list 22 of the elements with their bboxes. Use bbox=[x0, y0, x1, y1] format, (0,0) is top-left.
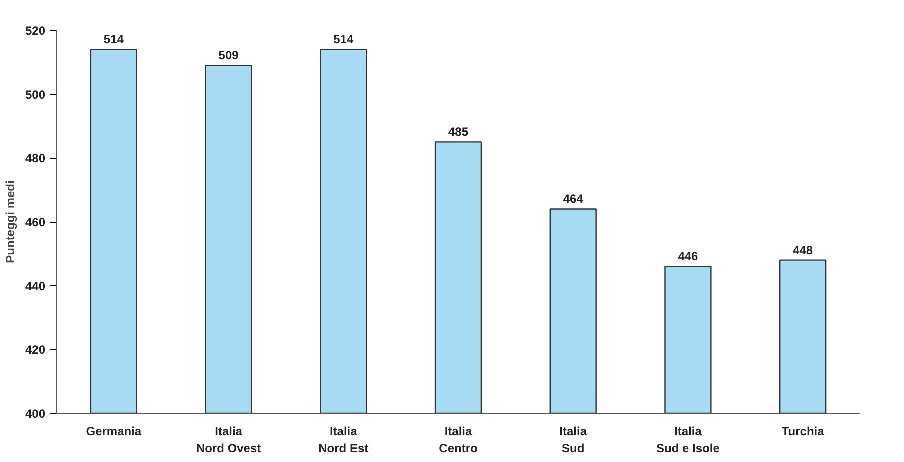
x-tick-label: Turchia bbox=[782, 424, 825, 438]
data-label: 448 bbox=[793, 243, 814, 258]
y-tick-label: 480 bbox=[25, 152, 46, 166]
data-label: 485 bbox=[448, 125, 469, 140]
y-tick-label: 440 bbox=[25, 279, 46, 294]
x-tick-label: Italia Sud e Isole bbox=[656, 424, 720, 456]
data-label: 514 bbox=[334, 32, 354, 47]
x-tick-label: Italia Centro bbox=[439, 424, 478, 456]
y-tick-label: 460 bbox=[25, 216, 46, 230]
data-label: 509 bbox=[218, 48, 240, 63]
x-tick-label: Italia Sud bbox=[560, 424, 588, 456]
y-tick-label: 520 bbox=[25, 24, 46, 38]
y-tick-label: 500 bbox=[25, 88, 46, 102]
y-axis-title: Punteggi medi bbox=[3, 180, 18, 264]
x-tick-label: Germania bbox=[86, 424, 142, 438]
x-tick-label: Italia Nord Est bbox=[318, 424, 369, 456]
data-label: 446 bbox=[678, 250, 699, 264]
y-tick-label: 420 bbox=[25, 343, 46, 358]
data-label: 464 bbox=[563, 192, 584, 206]
data-label: 514 bbox=[104, 32, 124, 47]
y-tick-label: 400 bbox=[25, 407, 46, 421]
x-tick-label: Italia Nord Ovest bbox=[196, 424, 262, 456]
